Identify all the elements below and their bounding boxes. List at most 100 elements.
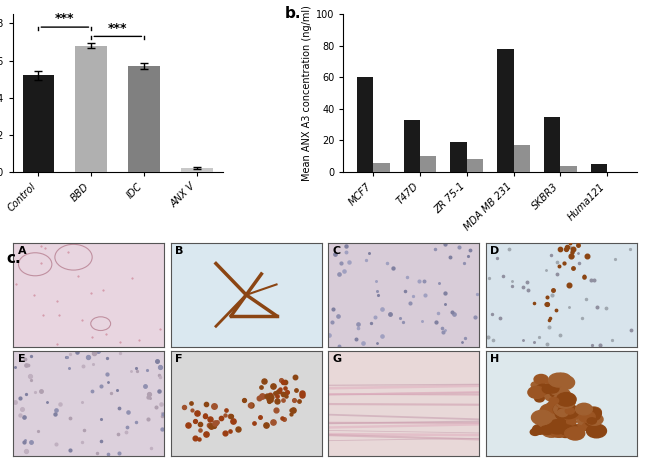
Circle shape — [556, 409, 572, 420]
Text: b.: b. — [285, 6, 301, 21]
Circle shape — [535, 395, 544, 402]
Circle shape — [553, 373, 571, 385]
Circle shape — [558, 395, 573, 405]
Circle shape — [554, 402, 573, 416]
Circle shape — [556, 393, 575, 406]
Circle shape — [537, 414, 558, 428]
Circle shape — [578, 411, 595, 423]
Circle shape — [542, 384, 555, 393]
Circle shape — [554, 376, 575, 390]
Circle shape — [585, 416, 600, 426]
Circle shape — [539, 415, 556, 426]
Circle shape — [566, 427, 585, 440]
Circle shape — [550, 385, 564, 395]
Text: B: B — [175, 246, 183, 256]
Circle shape — [544, 390, 560, 401]
Circle shape — [556, 392, 576, 406]
Circle shape — [554, 412, 575, 426]
Text: ***: *** — [55, 12, 75, 25]
Circle shape — [557, 409, 568, 416]
Circle shape — [543, 410, 560, 422]
Circle shape — [528, 386, 545, 399]
Circle shape — [549, 425, 566, 437]
Bar — [514, 145, 530, 172]
Circle shape — [532, 410, 552, 425]
Circle shape — [551, 406, 567, 418]
Circle shape — [549, 398, 558, 404]
Circle shape — [546, 402, 562, 413]
Bar — [129, 66, 160, 172]
Circle shape — [556, 422, 576, 436]
Bar — [404, 120, 420, 172]
Circle shape — [565, 428, 579, 438]
Bar — [420, 157, 436, 172]
Text: E: E — [18, 354, 25, 365]
Circle shape — [547, 420, 567, 434]
Circle shape — [587, 407, 601, 417]
Circle shape — [561, 425, 574, 434]
Circle shape — [540, 411, 550, 417]
Circle shape — [530, 429, 540, 435]
Bar — [467, 159, 483, 172]
Bar — [181, 168, 213, 172]
Text: C: C — [333, 246, 341, 256]
Circle shape — [585, 410, 601, 421]
Circle shape — [553, 413, 570, 425]
Circle shape — [534, 388, 543, 395]
Text: G: G — [333, 354, 342, 365]
Circle shape — [584, 407, 601, 419]
Circle shape — [534, 375, 548, 384]
Circle shape — [582, 423, 594, 431]
Circle shape — [555, 394, 575, 408]
Circle shape — [543, 414, 563, 427]
Circle shape — [586, 414, 603, 425]
Text: H: H — [490, 354, 499, 365]
Bar — [560, 166, 577, 172]
Bar — [497, 49, 514, 172]
Circle shape — [584, 413, 595, 420]
Circle shape — [562, 423, 577, 433]
Circle shape — [553, 403, 573, 416]
Bar — [23, 75, 55, 172]
Circle shape — [532, 424, 547, 434]
Circle shape — [575, 424, 586, 432]
Circle shape — [546, 401, 566, 415]
Circle shape — [570, 408, 582, 417]
Circle shape — [586, 424, 606, 438]
Circle shape — [554, 394, 565, 402]
Circle shape — [577, 416, 590, 425]
Circle shape — [567, 418, 577, 425]
Bar — [544, 117, 560, 172]
Circle shape — [556, 395, 575, 408]
Circle shape — [552, 427, 567, 437]
Circle shape — [551, 388, 571, 401]
Y-axis label: Mean ANX A3 concentration (ng/ml): Mean ANX A3 concentration (ng/ml) — [302, 5, 312, 181]
Bar — [357, 77, 373, 172]
Circle shape — [541, 423, 562, 437]
Bar — [450, 142, 467, 172]
Circle shape — [550, 389, 562, 397]
Circle shape — [587, 418, 596, 424]
Circle shape — [558, 415, 575, 426]
Circle shape — [557, 425, 575, 438]
Text: F: F — [175, 354, 183, 365]
Text: A: A — [18, 246, 26, 256]
Text: c.: c. — [6, 251, 21, 266]
Circle shape — [560, 428, 571, 435]
Circle shape — [536, 384, 550, 394]
Circle shape — [531, 382, 541, 388]
Circle shape — [546, 379, 561, 389]
Circle shape — [566, 408, 575, 414]
Circle shape — [540, 425, 554, 435]
Circle shape — [549, 373, 569, 387]
Circle shape — [547, 404, 564, 416]
Bar — [75, 46, 107, 172]
Bar — [373, 163, 389, 172]
Text: D: D — [490, 246, 499, 256]
Circle shape — [564, 410, 578, 421]
Bar — [591, 164, 607, 172]
Circle shape — [547, 384, 559, 393]
Circle shape — [540, 404, 560, 417]
Circle shape — [558, 404, 578, 419]
Circle shape — [576, 403, 592, 415]
